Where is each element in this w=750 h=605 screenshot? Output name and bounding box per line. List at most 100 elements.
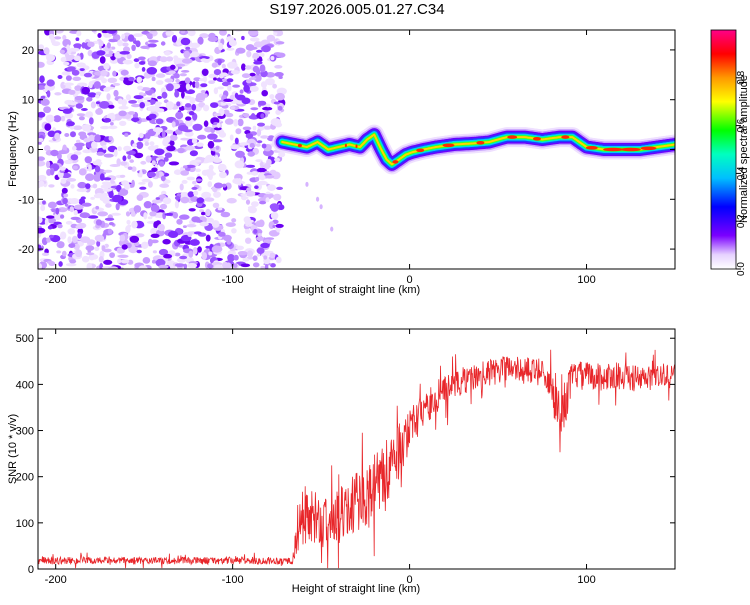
noise-blob — [132, 143, 138, 148]
noise-blob — [88, 117, 94, 125]
noise-blob — [173, 55, 179, 60]
colorbar-label: Normalized spectral amplitude — [738, 75, 750, 223]
noise-blob — [57, 75, 63, 79]
noise-blob — [275, 256, 282, 264]
noise-blob — [246, 171, 253, 175]
noise-blob — [249, 142, 255, 148]
noise-blob — [213, 87, 219, 95]
ridge-hotspot — [640, 146, 657, 151]
noise-blob — [218, 231, 226, 237]
noise-blob — [41, 252, 50, 256]
noise-blob — [140, 160, 147, 165]
noise-blob — [81, 124, 92, 132]
noise-blob — [76, 113, 85, 117]
noise-blob — [213, 127, 222, 131]
noise-blob — [204, 93, 208, 98]
noise-blob — [112, 82, 121, 86]
noise-blob — [105, 86, 115, 90]
noise-blob — [235, 128, 242, 135]
noise-blob — [117, 39, 123, 47]
noise-blob — [196, 142, 204, 147]
noise-blob — [133, 205, 142, 213]
noise-blob — [129, 235, 140, 243]
noise-blob — [101, 245, 106, 252]
noise-blob — [270, 118, 282, 126]
noise-blob — [135, 40, 141, 48]
noise-blob — [208, 80, 216, 84]
noise-blob — [251, 171, 259, 176]
noise-blob — [40, 98, 50, 106]
noise-blob — [80, 196, 86, 200]
noise-blob — [189, 239, 200, 246]
noise-blob — [242, 126, 252, 131]
noise-blob — [155, 258, 166, 267]
spectrogram-ytick-label: 0 — [28, 145, 34, 157]
noise-blob — [81, 86, 91, 95]
noise-blob — [99, 101, 110, 109]
noise-blob — [94, 234, 105, 242]
noise-blob — [213, 182, 224, 189]
noise-blob — [163, 135, 171, 144]
noise-blob — [112, 194, 123, 203]
noise-blob — [253, 41, 264, 48]
noise-blob — [183, 95, 192, 100]
noise-blob — [188, 208, 196, 212]
noise-blob — [77, 181, 87, 189]
noise-blob — [93, 81, 101, 89]
noise-blob — [185, 46, 191, 50]
noise-blob — [98, 40, 104, 47]
noise-blob — [151, 93, 156, 98]
noise-blob — [66, 178, 77, 182]
noise-blob — [265, 175, 275, 179]
noise-blob — [319, 204, 323, 210]
noise-blob — [103, 177, 112, 181]
noise-blob — [42, 200, 46, 205]
noise-blob — [46, 90, 51, 98]
noise-blob — [276, 186, 283, 190]
noise-blob — [241, 73, 251, 79]
noise-blob — [38, 138, 44, 142]
noise-blob — [81, 202, 92, 207]
noise-blob — [185, 116, 192, 121]
noise-blob — [172, 212, 179, 219]
colorbar-tick-label: 0.8 — [736, 70, 747, 84]
noise-blob — [234, 137, 239, 145]
colorbar-tick-label: 0.6 — [736, 118, 747, 132]
noise-blob — [108, 50, 114, 55]
noise-blob — [228, 39, 237, 47]
snr-xlabel: Height of straight line (km) — [292, 583, 420, 595]
noise-blob — [212, 157, 222, 163]
noise-blob — [239, 89, 244, 94]
noise-blob — [73, 55, 81, 62]
noise-blob — [258, 219, 265, 228]
noise-blob — [119, 51, 130, 55]
noise-blob — [129, 183, 134, 188]
noise-blob — [124, 133, 129, 137]
noise-blob — [180, 30, 186, 34]
noise-blob — [260, 81, 268, 88]
noise-blob — [199, 209, 205, 213]
noise-blob — [180, 37, 191, 46]
noise-blob — [75, 37, 80, 41]
noise-blob — [131, 220, 138, 229]
noise-blob — [159, 161, 165, 167]
noise-blob — [197, 36, 204, 45]
noise-blob — [260, 161, 264, 169]
noise-blob — [158, 248, 169, 256]
colorbar-tick-label: 0.0 — [736, 262, 747, 276]
noise-blob — [85, 173, 95, 181]
noise-blob — [93, 193, 103, 199]
noise-blob — [60, 178, 67, 184]
noise-blob — [67, 228, 76, 235]
noise-blob — [305, 181, 309, 187]
noise-blob — [45, 114, 55, 123]
noise-blob — [53, 115, 62, 123]
noise-blob — [99, 56, 106, 64]
noise-blob — [89, 255, 95, 261]
noise-blob — [272, 30, 281, 33]
noise-blob — [158, 264, 169, 269]
noise-blob — [270, 56, 275, 61]
ridge-hotspot — [585, 146, 598, 150]
